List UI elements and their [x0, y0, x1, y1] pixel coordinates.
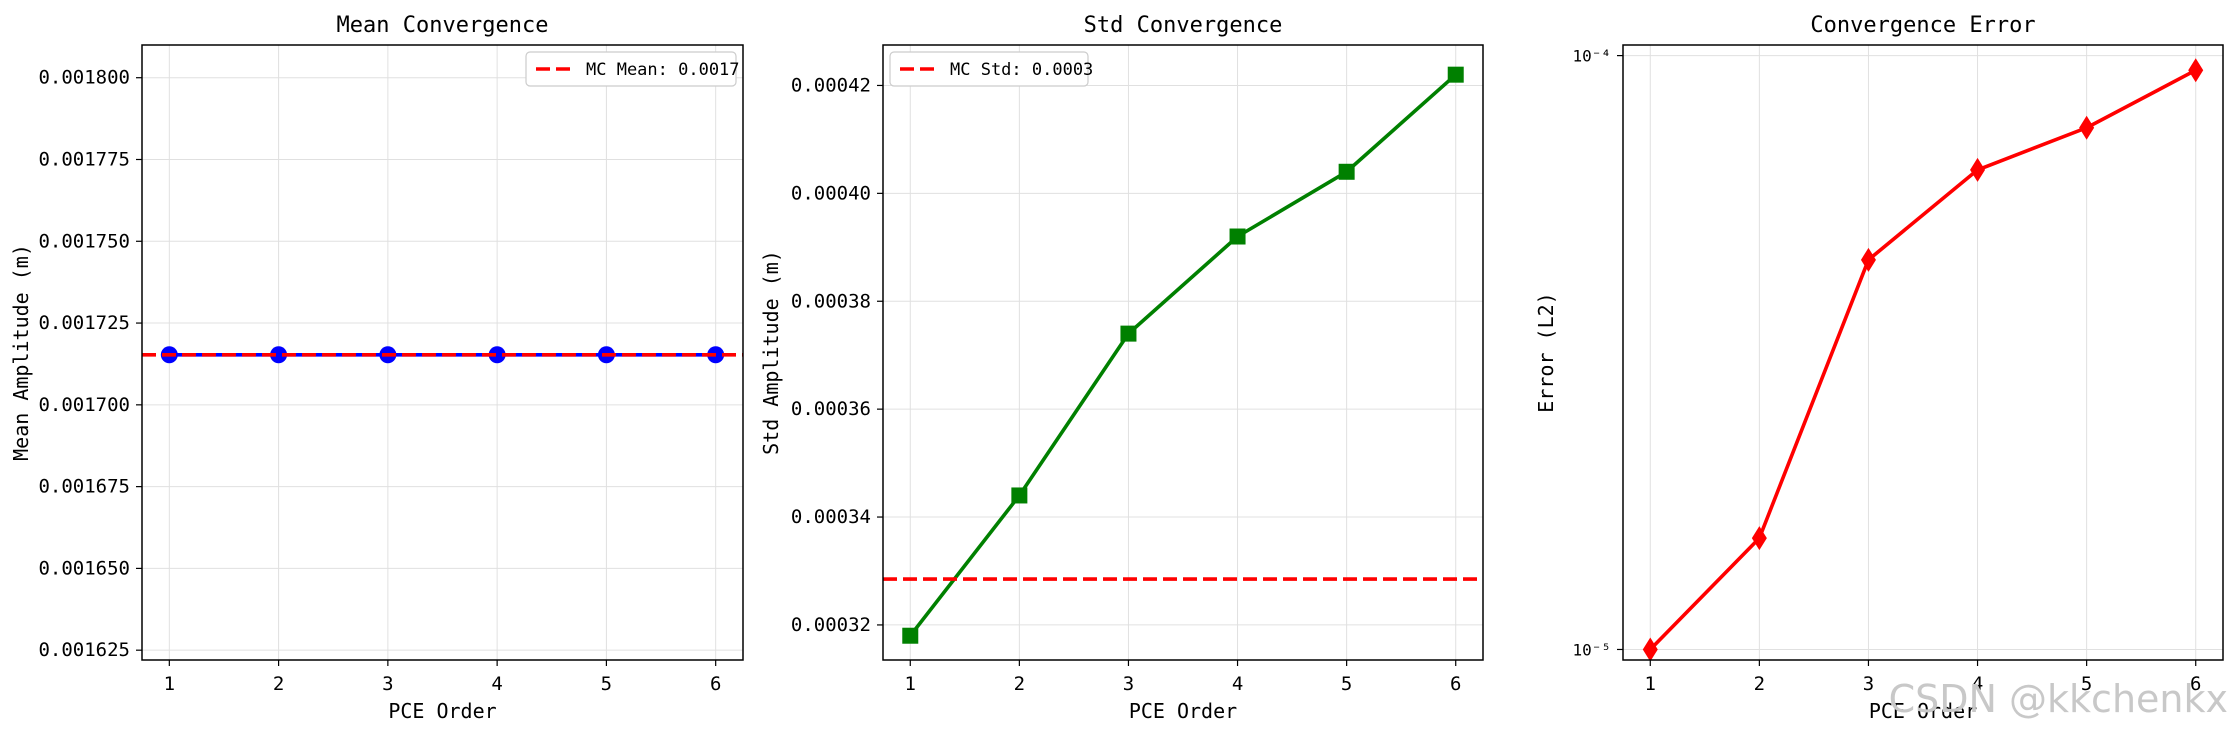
- error-axes-frame: [1622, 44, 2224, 661]
- error-x-tick-label: 2: [1754, 673, 1765, 695]
- error-data-point: [1970, 157, 1986, 182]
- error-x-tick-label: 4: [1972, 673, 1983, 695]
- std-y-tick-label: 0.00036: [791, 398, 871, 420]
- mean-y-tick-label: 0.001675: [38, 476, 130, 498]
- mean-x-tick-label: 5: [601, 673, 612, 695]
- error-x-axis-label: PCE Order: [1869, 699, 1977, 723]
- mean-data-point: [488, 346, 506, 364]
- error-chart-title: Convergence Error: [1810, 13, 2035, 38]
- error-x-tick-label: 3: [1863, 673, 1874, 695]
- mean-y-tick-label: 0.001725: [38, 312, 130, 334]
- std-x-tick-label: 6: [1450, 673, 1461, 695]
- error-y-tick-label: 10⁻⁵: [1572, 640, 1611, 659]
- std-y-tick-label: 0.00032: [791, 614, 871, 636]
- mean-legend-label: MC Mean: 0.0017: [586, 60, 740, 80]
- error-x-tick-label: 6: [2190, 673, 2201, 695]
- std-data-point: [1447, 66, 1464, 83]
- mean-y-axis-label: Mean Amplitude (m): [9, 244, 33, 461]
- mean-legend-box: [525, 51, 737, 87]
- mean-x-tick-label: 1: [164, 673, 175, 695]
- std-x-tick-label: 5: [1341, 673, 1352, 695]
- std-data-point: [902, 627, 919, 644]
- error-data-point: [1860, 247, 1876, 272]
- std-x-tick-label: 3: [1123, 673, 1134, 695]
- std-y-tick-label: 0.00042: [791, 74, 871, 96]
- std-data-point: [1229, 228, 1246, 245]
- error-data-point: [1642, 637, 1658, 660]
- std-legend: MC Std: 0.0003: [889, 51, 1093, 87]
- error-x-tick-label: 5: [2081, 673, 2092, 695]
- error-series-line: [1648, 68, 2197, 651]
- error-data-point: [2079, 115, 2095, 140]
- std-legend-box: [889, 51, 1089, 87]
- std-axes-frame: [882, 44, 1484, 661]
- mean-y-tick-label: 0.001775: [38, 148, 130, 170]
- std-y-axis-label: Std Amplitude (m): [759, 250, 783, 455]
- mean-x-tick-label: 3: [382, 673, 393, 695]
- mean-plot-area: [142, 346, 743, 364]
- std-y-tick-label: 0.00034: [791, 506, 871, 528]
- std-x-tick-label: 1: [905, 673, 916, 695]
- mean-data-point: [270, 346, 288, 364]
- mean-y-tick-label: 0.001650: [38, 557, 130, 579]
- error-y-axis-label: Error (L2): [1534, 292, 1558, 412]
- error-data-point: [1751, 526, 1767, 551]
- mean-x-tick-label: 6: [710, 673, 721, 695]
- error-data-point: [2188, 58, 2204, 83]
- std-y-tick-label: 0.00040: [791, 182, 871, 204]
- std-chart-title: Std Convergence: [1084, 13, 1283, 38]
- std-convergence-panel: 1 2 3 4 5 6 0.00032 0.00034 0.00036 0.00038 0.0004…: [759, 13, 1484, 723]
- mean-x-tick-label: 4: [491, 673, 502, 695]
- std-data-point: [1120, 325, 1137, 342]
- mean-x-tick-label: 2: [273, 673, 284, 695]
- mean-axes-frame: [141, 44, 744, 661]
- std-plot-area: [883, 66, 1483, 644]
- mean-y-tick-label: 0.001750: [38, 230, 130, 252]
- error-x-tick-label: 1: [1645, 673, 1656, 695]
- std-data-point: [1338, 163, 1355, 180]
- error-y-tick-label: 10⁻⁴: [1572, 47, 1611, 66]
- std-data-point: [1011, 487, 1028, 504]
- error-plot-area: [1642, 58, 2204, 660]
- std-x-tick-label: 4: [1232, 673, 1243, 695]
- std-x-tick-label: 2: [1014, 673, 1025, 695]
- mean-y-tick-label: 0.001700: [38, 394, 130, 416]
- std-legend-label: MC Std: 0.0003: [950, 60, 1093, 80]
- std-y-tick-label: 0.00038: [791, 290, 871, 312]
- std-x-axis-label: PCE Order: [1129, 699, 1237, 723]
- mean-chart-title: Mean Convergence: [337, 13, 549, 38]
- mean-x-axis-label: PCE Order: [388, 699, 496, 723]
- watermark: CSDN @kkchenkx: [1889, 677, 2228, 721]
- std-series-line: [908, 73, 1457, 637]
- mean-y-tick-label: 0.001625: [38, 639, 130, 661]
- mean-legend: MC Mean: 0.0017: [525, 51, 740, 87]
- convergence-error-panel: 1 2 3 4 5 6 10⁻⁵ 10⁻⁴ Convergence Error PCE Order…: [1534, 13, 2224, 723]
- mean-convergence-panel: 1 2 3 4 5 6 0.001625 0.001650 0.001675 0.001700 0.…: [9, 13, 744, 723]
- mean-y-tick-label: 0.001800: [38, 67, 130, 89]
